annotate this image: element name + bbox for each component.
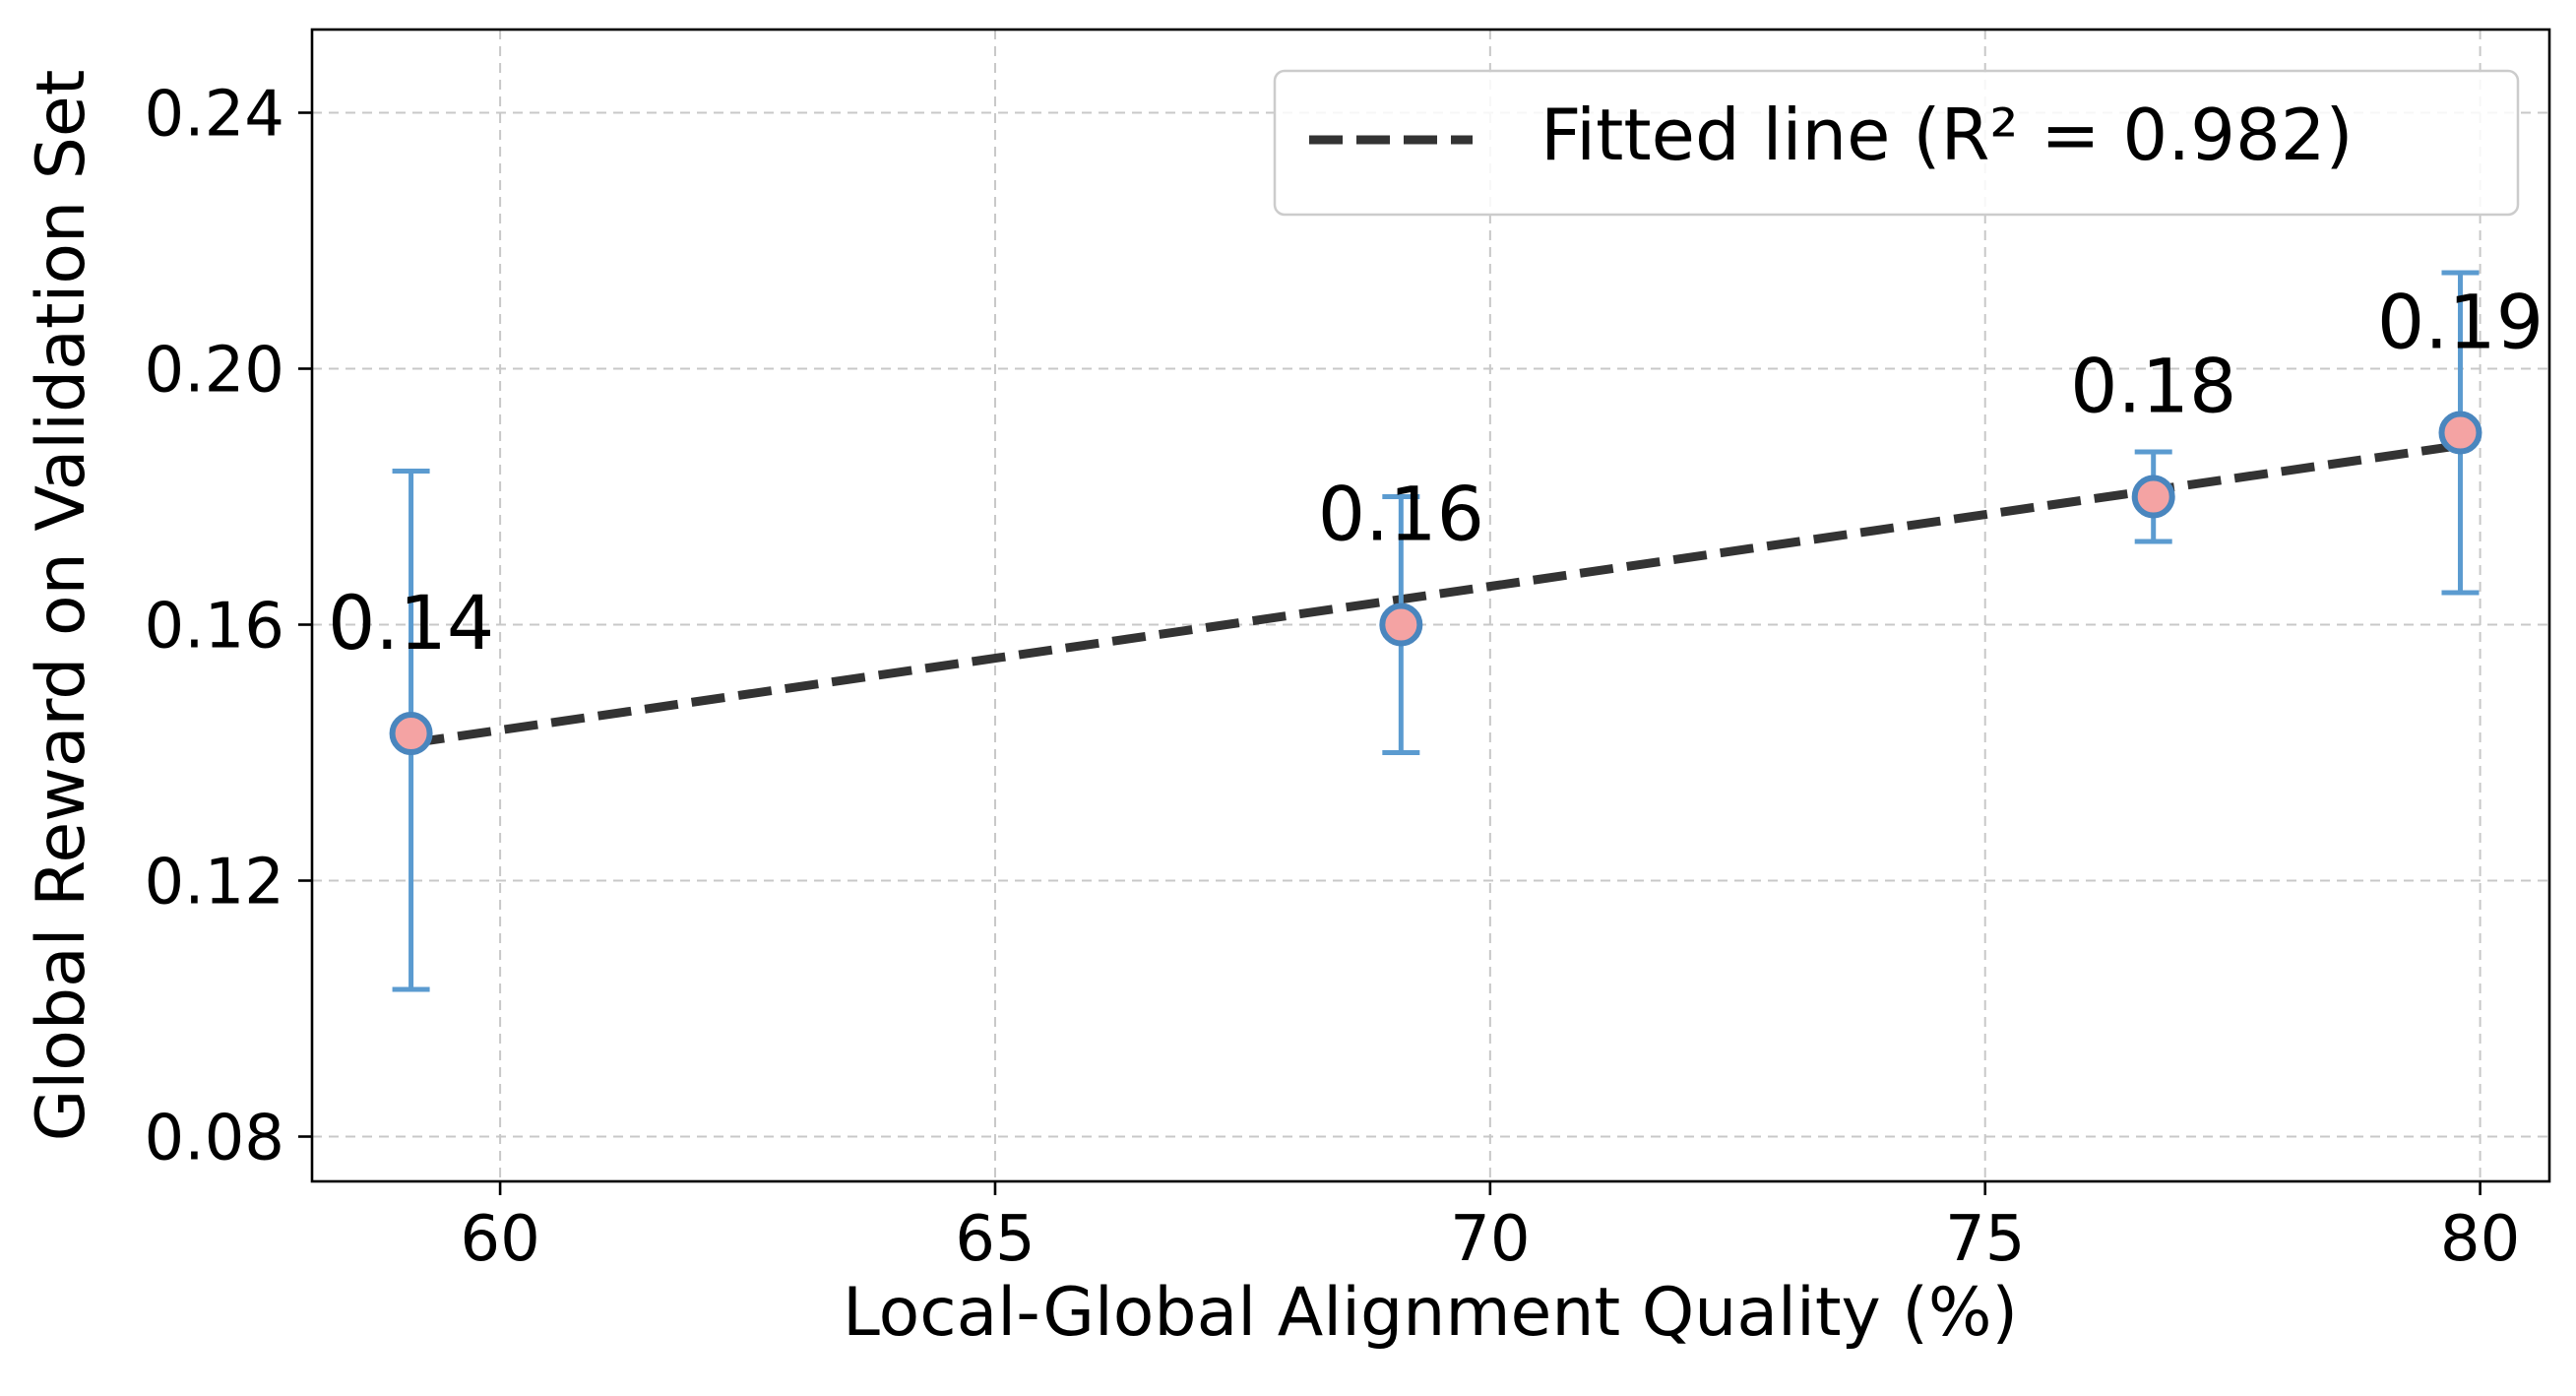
x-tick-label: 80 <box>2440 1203 2520 1276</box>
legend-entry: Fitted line (R² = 0.982) <box>1540 94 2354 176</box>
data-points <box>389 270 2482 992</box>
data-point <box>2131 475 2175 519</box>
data-point <box>2438 411 2482 455</box>
legend: Fitted line (R² = 0.982) <box>1273 69 2520 217</box>
y-tick-label: 0.12 <box>145 847 285 920</box>
plot-frame <box>310 28 2551 1183</box>
x-tick-label: 60 <box>460 1203 539 1276</box>
x-tick-label: 65 <box>955 1203 1035 1276</box>
x-tick-label: 70 <box>1450 1203 1530 1276</box>
x-tick-label: 75 <box>1945 1203 2025 1276</box>
y-tick-label: 0.08 <box>145 1103 285 1175</box>
y-tick-label: 0.20 <box>145 335 285 408</box>
y-axis-ticks: 0.08 0.12 0.16 0.20 0.24 <box>145 79 312 1175</box>
data-label: 0.19 <box>2377 279 2544 366</box>
data-labels: 0.14 0.16 0.18 0.19 <box>328 279 2544 667</box>
y-axis-label: Global Reward on Validation Set <box>23 70 100 1142</box>
fit-line <box>409 441 2462 748</box>
legend-box <box>1273 69 2520 217</box>
data-label: 0.14 <box>328 579 494 666</box>
y-tick-label: 0.16 <box>145 591 285 664</box>
data-label: 0.18 <box>2070 343 2236 430</box>
y-tick-label: 0.24 <box>145 79 285 152</box>
x-axis-ticks: 60 65 70 75 80 <box>460 1181 2520 1276</box>
data-label: 0.16 <box>1318 471 1484 558</box>
data-point <box>1379 603 1423 647</box>
fit-line-group <box>409 441 2462 748</box>
x-axis-label: Local-Global Alignment Quality (%) <box>843 1274 2018 1352</box>
data-point <box>389 712 433 755</box>
